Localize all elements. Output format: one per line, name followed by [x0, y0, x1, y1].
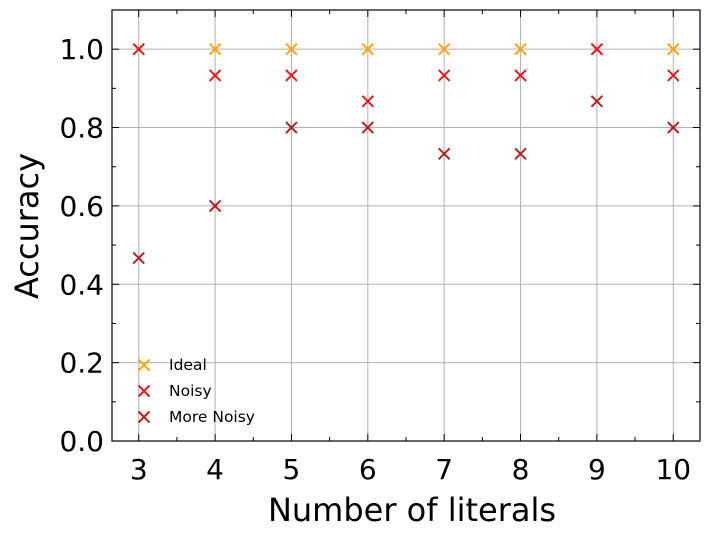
- data-points: [132, 42, 680, 265]
- legend: Ideal Noisy More Noisy: [137, 356, 255, 426]
- point-series-0: [667, 42, 680, 56]
- x-tick-label: 6: [359, 453, 377, 486]
- y-tick-label: 0.8: [59, 112, 104, 145]
- y-tick-label: 1.0: [59, 33, 104, 66]
- y-tick-label: 0.2: [59, 347, 104, 380]
- x-tick-label: 8: [512, 453, 530, 486]
- axis-ticks: 3 4 5 6 7 8 9 10 0.0 0.2 0.4 0.6 0.8 1.0: [59, 9, 700, 486]
- legend-marker-1: [137, 384, 151, 398]
- legend-label: More Noisy: [169, 408, 255, 426]
- point-series-0: [285, 42, 298, 56]
- point-series-2: [590, 95, 604, 108]
- plot-frame: [111, 9, 701, 442]
- grid: [112, 10, 700, 442]
- point-series-2: [208, 199, 222, 213]
- legend-marker-0: [137, 358, 151, 372]
- y-tick-label: 0.6: [59, 190, 104, 223]
- point-series-2: [514, 147, 527, 161]
- point-series-2: [361, 121, 375, 134]
- x-tick-label: 9: [588, 453, 606, 486]
- point-series-1: [437, 69, 451, 82]
- x-tick-label: 7: [435, 453, 453, 486]
- point-series-1: [208, 69, 222, 82]
- point-series-1: [285, 69, 298, 82]
- legend-label: Noisy: [169, 382, 212, 400]
- point-series-1: [590, 42, 604, 56]
- point-series-0: [514, 42, 527, 56]
- point-series-1: [514, 69, 527, 82]
- legend-label: Ideal: [169, 356, 207, 374]
- point-series-2: [667, 121, 680, 134]
- point-series-1: [361, 95, 375, 108]
- legend-marker-2: [137, 410, 151, 424]
- y-tick-label: 0.4: [59, 268, 104, 301]
- x-axis-title: Number of literals: [268, 491, 556, 529]
- x-tick-label: 3: [130, 453, 148, 486]
- point-series-2: [437, 147, 451, 161]
- y-tick-label: 0.0: [59, 425, 104, 458]
- point-series-1: [667, 69, 680, 82]
- point-series-1: [132, 42, 145, 56]
- point-series-0: [361, 42, 375, 56]
- x-tick-label: 10: [655, 453, 691, 486]
- point-series-0: [437, 42, 451, 56]
- point-series-2: [285, 121, 298, 134]
- x-tick-label: 4: [206, 453, 224, 486]
- y-axis-title: Accuracy: [8, 153, 46, 299]
- x-tick-label: 5: [283, 453, 301, 486]
- point-series-0: [208, 42, 222, 56]
- point-series-2: [132, 251, 145, 265]
